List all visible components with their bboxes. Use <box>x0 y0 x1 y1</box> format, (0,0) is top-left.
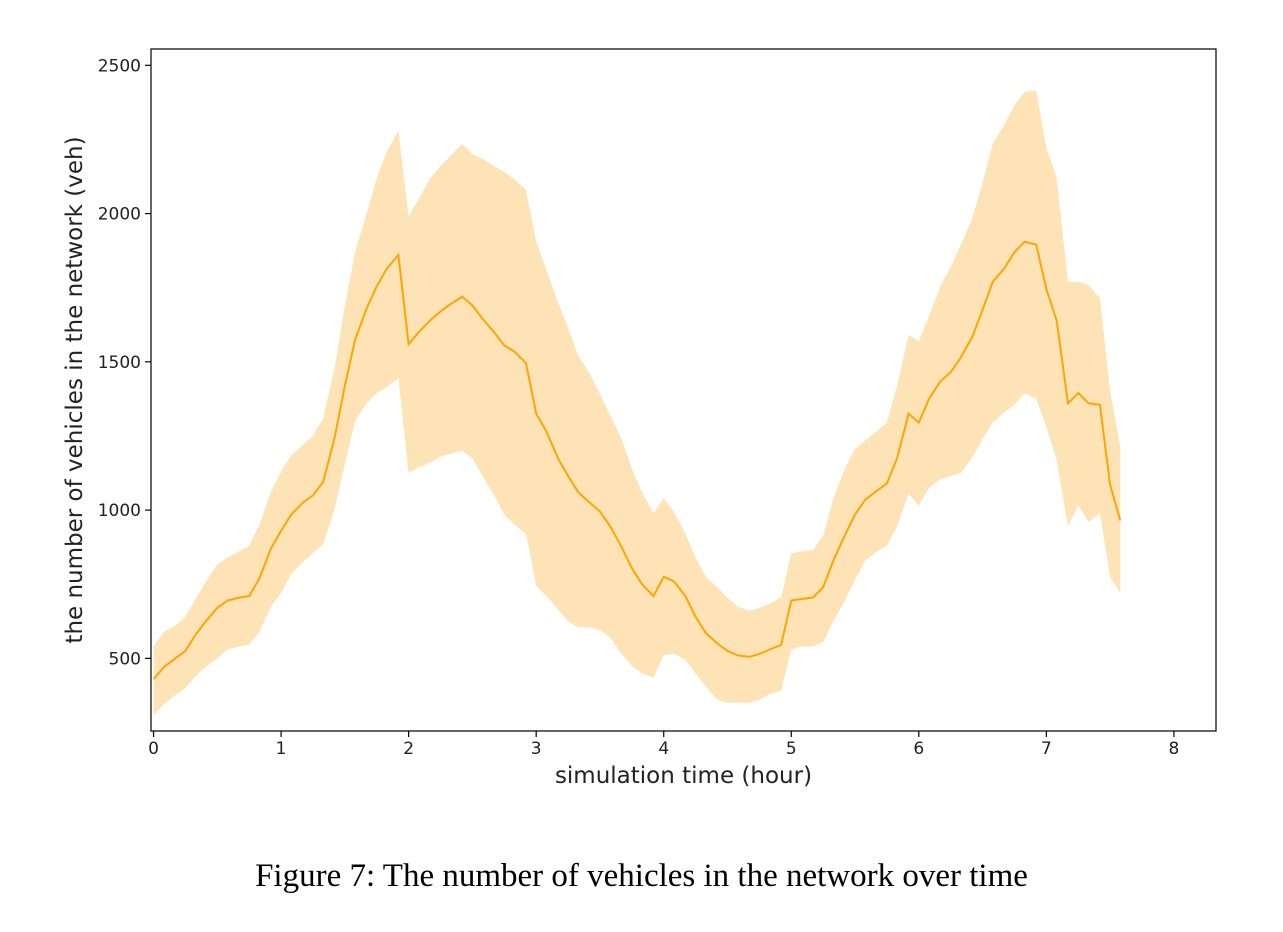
x-tick-label: 5 <box>786 739 797 759</box>
y-axis-label: the number of vehicles in the network (v… <box>62 136 88 643</box>
y-tick-label: 1500 <box>98 353 141 373</box>
x-tick-label: 3 <box>531 739 542 759</box>
x-tick-label: 6 <box>913 739 924 759</box>
x-tick-label: 8 <box>1168 739 1179 759</box>
y-axis-ticks: 500 1000 1500 2000 2500 <box>98 56 151 669</box>
x-tick-label: 2 <box>403 739 414 759</box>
x-axis-label: simulation time (hour) <box>555 763 812 789</box>
x-axis-ticks: 0 1 2 3 4 5 6 7 8 <box>148 731 1179 759</box>
confidence-band <box>153 90 1121 715</box>
x-tick-label: 7 <box>1041 739 1052 759</box>
plot-frame <box>150 48 1217 732</box>
line-chart: 0 1 2 3 4 5 6 7 8 500 1000 1500 2000 2500 simulation… <box>62 48 1217 789</box>
x-tick-label: 1 <box>276 739 287 759</box>
y-tick-label: 2500 <box>98 56 141 76</box>
x-tick-label: 0 <box>148 739 159 759</box>
y-tick-label: 1000 <box>98 501 141 521</box>
y-tick-label: 2000 <box>98 205 141 225</box>
y-tick-label: 500 <box>109 649 141 669</box>
x-tick-label: 4 <box>658 739 669 759</box>
mean-line <box>152 240 1122 680</box>
figure-caption: Figure 7: The number of vehicles in the … <box>255 858 1028 894</box>
